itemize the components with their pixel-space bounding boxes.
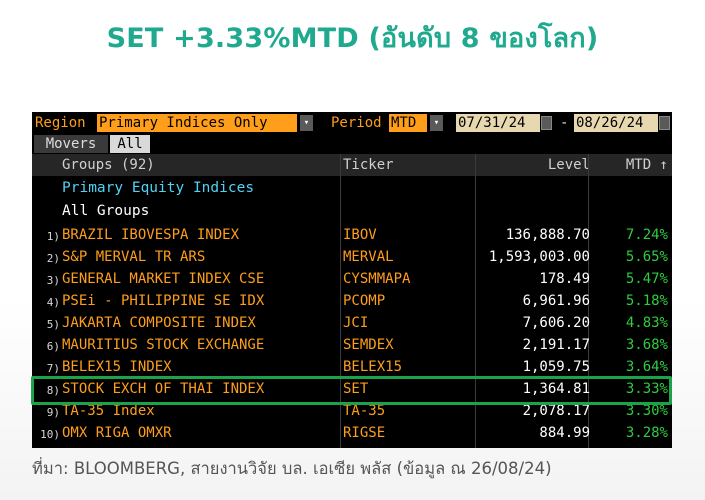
mtd-cell: 5.47% bbox=[625, 271, 668, 287]
level-cell: 2,078.17 bbox=[522, 403, 590, 419]
index-name: OMX RIGA OMXR bbox=[62, 425, 172, 441]
table-header: Groups (92) Ticker Level MTD ↑ bbox=[32, 154, 672, 176]
region-select[interactable]: Primary Indices Only bbox=[97, 114, 297, 132]
bloomberg-terminal-panel: Region Primary Indices Only ▾ Period MTD… bbox=[32, 112, 672, 448]
level-cell: 1,593,003.00 bbox=[488, 249, 590, 265]
column-divider bbox=[475, 154, 476, 448]
row-number: 9) bbox=[46, 406, 60, 419]
mtd-cell: 3.33% bbox=[625, 381, 668, 397]
period-select[interactable]: MTD bbox=[389, 114, 427, 132]
group-primary-equity[interactable]: Primary Equity Indices bbox=[62, 180, 255, 196]
ticker-cell: RIGSE bbox=[343, 425, 386, 441]
ticker-cell: BELEX15 bbox=[343, 359, 403, 375]
level-cell: 178.49 bbox=[539, 271, 590, 287]
end-date-field[interactable]: 08/26/24 bbox=[574, 114, 658, 132]
index-name: JAKARTA COMPOSITE INDEX bbox=[62, 315, 256, 331]
level-cell: 1,059.75 bbox=[522, 359, 590, 375]
row-number: 10) bbox=[40, 428, 60, 441]
region-dropdown-icon[interactable]: ▾ bbox=[300, 115, 313, 131]
row-number: 2) bbox=[46, 252, 60, 265]
start-date-field[interactable]: 07/31/24 bbox=[456, 114, 540, 132]
ticker-cell: SET bbox=[343, 381, 369, 397]
region-label: Region bbox=[35, 115, 86, 131]
level-cell: 884.99 bbox=[539, 425, 590, 441]
source-caption: ที่มา: BLOOMBERG, สายงานวิจัย บล. เอเซีย… bbox=[32, 459, 552, 478]
row-number: 6) bbox=[46, 340, 60, 353]
table-row[interactable]: 7) BELEX15 INDEX BELEX15 1,059.75 3.64% bbox=[32, 357, 672, 379]
table-row[interactable]: 9) TA-35 Index TA-35 2,078.17 3.30% bbox=[32, 401, 672, 423]
filter-toolbar: Region Primary Indices Only ▾ Period MTD… bbox=[32, 112, 672, 134]
index-name: STOCK EXCH OF THAI INDEX bbox=[62, 381, 265, 397]
index-name: S&P MERVAL TR ARS bbox=[62, 249, 206, 265]
column-divider bbox=[340, 154, 341, 448]
row-number: 4) bbox=[46, 296, 60, 309]
row-number: 3) bbox=[46, 274, 60, 287]
level-cell: 6,961.96 bbox=[522, 293, 590, 309]
column-header-ticker[interactable]: Ticker bbox=[343, 157, 394, 173]
table-row[interactable]: 6) MAURITIUS STOCK EXCHANGE SEMDEX 2,191.17… bbox=[32, 335, 672, 357]
level-cell: 136,888.70 bbox=[505, 227, 590, 243]
index-name: BRAZIL IBOVESPA INDEX bbox=[62, 227, 240, 243]
level-cell: 7,606.20 bbox=[522, 315, 590, 331]
period-dropdown-icon[interactable]: ▾ bbox=[430, 115, 443, 131]
column-header-level[interactable]: Level bbox=[547, 157, 590, 173]
period-label: Period bbox=[331, 115, 382, 131]
table-row[interactable]: 4) PSEi - PHILIPPINE SE IDX PCOMP 6,961.96 5… bbox=[32, 291, 672, 313]
table-row[interactable]: 1) BRAZIL IBOVESPA INDEX IBOV 136,888.70 7.2… bbox=[32, 225, 672, 247]
level-cell: 2,191.17 bbox=[522, 337, 590, 353]
ticker-cell: SEMDEX bbox=[343, 337, 394, 353]
table-row[interactable]: 2) S&P MERVAL TR ARS MERVAL 1,593,003.00 5.6… bbox=[32, 247, 672, 269]
index-name: MAURITIUS STOCK EXCHANGE bbox=[62, 337, 265, 353]
mtd-cell: 7.24% bbox=[625, 227, 668, 243]
mtd-cell: 5.18% bbox=[625, 293, 668, 309]
ticker-cell: CYSMMAPA bbox=[343, 271, 411, 287]
column-divider bbox=[588, 154, 589, 448]
table-row[interactable]: 5) JAKARTA COMPOSITE INDEX JCI 7,606.20 4.83… bbox=[32, 313, 672, 335]
ticker-cell: PCOMP bbox=[343, 293, 386, 309]
end-calendar-icon[interactable] bbox=[659, 116, 670, 130]
column-header-groups[interactable]: Groups (92) bbox=[62, 157, 155, 173]
table-row[interactable]: 3) GENERAL MARKET INDEX CSE CYSMMAPA 178.49… bbox=[32, 269, 672, 291]
index-name: BELEX15 INDEX bbox=[62, 359, 172, 375]
date-separator: - bbox=[560, 115, 569, 131]
table-row[interactable]: 8) STOCK EXCH OF THAI INDEX SET 1,364.81 3.3… bbox=[32, 379, 672, 401]
mtd-cell: 3.68% bbox=[625, 337, 668, 353]
mtd-cell: 3.28% bbox=[625, 425, 668, 441]
mtd-cell: 5.65% bbox=[625, 249, 668, 265]
ticker-cell: TA-35 bbox=[343, 403, 386, 419]
mtd-cell: 4.83% bbox=[625, 315, 668, 331]
index-name: TA-35 Index bbox=[62, 403, 155, 419]
start-calendar-icon[interactable] bbox=[541, 116, 552, 130]
tab-bar: Movers All bbox=[32, 134, 672, 153]
index-name: PSEi - PHILIPPINE SE IDX bbox=[62, 293, 265, 309]
row-number: 7) bbox=[46, 362, 60, 375]
index-name: GENERAL MARKET INDEX CSE bbox=[62, 271, 265, 287]
table-row[interactable]: 10) OMX RIGA OMXR RIGSE 884.99 3.28% bbox=[32, 423, 672, 445]
headline-title: SET +3.33%MTD (อันดับ 8 ของโลก) bbox=[106, 23, 599, 54]
mtd-cell: 3.64% bbox=[625, 359, 668, 375]
row-number: 8) bbox=[46, 384, 60, 397]
row-number: 1) bbox=[46, 230, 60, 243]
mtd-cell: 3.30% bbox=[625, 403, 668, 419]
ticker-cell: IBOV bbox=[343, 227, 377, 243]
tab-all[interactable]: All bbox=[110, 135, 150, 153]
ticker-cell: JCI bbox=[343, 315, 369, 331]
row-number: 5) bbox=[46, 318, 60, 331]
tab-movers[interactable]: Movers bbox=[34, 135, 108, 153]
group-all-groups[interactable]: All Groups bbox=[62, 203, 150, 219]
column-header-mtd[interactable]: MTD ↑ bbox=[625, 157, 668, 173]
set-row-highlight bbox=[31, 376, 672, 405]
ticker-cell: MERVAL bbox=[343, 249, 394, 265]
level-cell: 1,364.81 bbox=[522, 381, 590, 397]
